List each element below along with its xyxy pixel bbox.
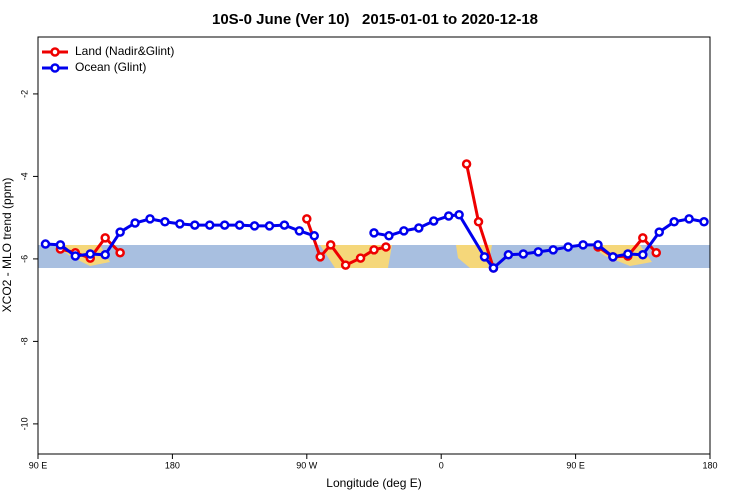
- data-point: [503, 250, 514, 260]
- data-point: [473, 217, 484, 227]
- data-point: [249, 221, 260, 231]
- data-point: [115, 227, 125, 237]
- data-point: [130, 218, 140, 228]
- data-point: [219, 220, 230, 230]
- chart-title: 10S-0 June (Ver 10) 2015-01-01 to 2020-1…: [212, 11, 538, 28]
- data-point: [175, 219, 185, 229]
- data-point: [654, 227, 664, 237]
- data-point: [145, 214, 155, 224]
- data-point: [355, 253, 366, 263]
- data-point: [399, 226, 409, 236]
- data-point: [40, 239, 51, 249]
- data-point: [234, 220, 245, 230]
- data-point: [651, 247, 661, 258]
- data-point: [461, 159, 472, 169]
- y-tick-label: -4: [19, 172, 29, 180]
- data-point: [70, 251, 81, 261]
- data-point: [204, 220, 215, 230]
- data-point: [669, 217, 679, 227]
- y-tick-label: -2: [19, 90, 29, 98]
- plot-frame: [37, 36, 711, 455]
- data-point: [302, 214, 312, 224]
- land-patch: [456, 245, 492, 268]
- data-point: [638, 250, 648, 260]
- x-tick-label: 180: [165, 460, 180, 470]
- x-axis-label: Longitude (deg E): [326, 476, 421, 490]
- data-point: [340, 260, 351, 270]
- y-tick-label: -8: [19, 337, 29, 345]
- data-point: [488, 263, 499, 273]
- data-point: [623, 249, 633, 259]
- data-point: [384, 231, 394, 241]
- y-axis-label: XCO2 - MLO trend (ppm): [0, 178, 14, 313]
- legend-label: Land (Nadir&Glint): [75, 44, 174, 58]
- data-point: [578, 240, 588, 250]
- data-point: [684, 214, 694, 224]
- data-point: [548, 245, 558, 255]
- data-point: [381, 242, 391, 252]
- data-point: [428, 216, 439, 226]
- data-point: [160, 217, 170, 227]
- data-point: [533, 247, 544, 257]
- data-point: [279, 220, 290, 230]
- data-point: [325, 240, 336, 250]
- data-point: [593, 240, 603, 250]
- y-tick-label: -10: [19, 417, 29, 430]
- data-point: [518, 249, 529, 259]
- data-point: [309, 231, 320, 241]
- data-point: [563, 242, 573, 252]
- data-point: [638, 233, 648, 243]
- data-point: [100, 250, 110, 260]
- legend-label: Ocean (Glint): [75, 60, 146, 74]
- data-point: [443, 211, 454, 221]
- data-point: [115, 247, 125, 258]
- data-point: [699, 217, 709, 227]
- data-point: [55, 240, 66, 250]
- data-point: [479, 252, 490, 262]
- x-tick-label: 90 E: [566, 460, 585, 470]
- data-point: [264, 221, 275, 231]
- x-tick-label: 90 E: [29, 460, 48, 470]
- legend-marker: [50, 63, 60, 73]
- data-point: [454, 210, 464, 220]
- data-point: [315, 252, 325, 262]
- data-point: [369, 245, 379, 255]
- data-point: [85, 249, 96, 259]
- data-point: [100, 233, 110, 243]
- x-tick-label: 0: [439, 460, 444, 470]
- data-point: [294, 226, 305, 236]
- data-point: [414, 223, 424, 233]
- data-point: [369, 228, 379, 238]
- x-tick-label: 180: [702, 460, 717, 470]
- data-point: [608, 252, 618, 262]
- legend-marker: [50, 47, 60, 57]
- data-point: [190, 220, 200, 230]
- y-tick-label: -6: [19, 255, 29, 263]
- x-tick-label: 90 W: [296, 460, 318, 470]
